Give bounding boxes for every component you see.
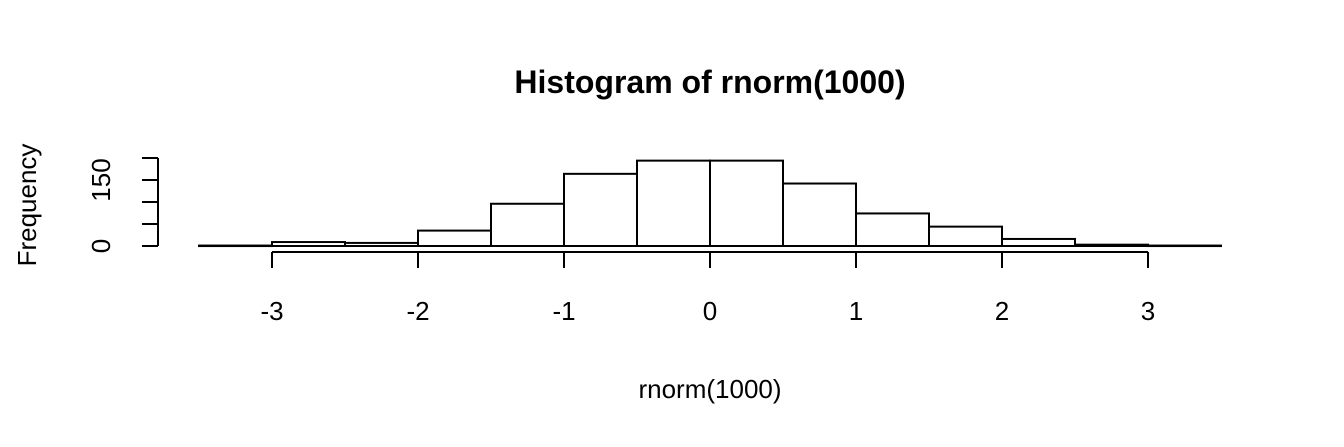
histogram-bar [1074,243,1149,247]
x-tick-label: 1 [849,296,863,326]
y-axis: 0 150 [86,157,159,253]
x-axis-label: rnorm(1000) [638,374,781,404]
histogram-bar [1001,237,1076,248]
histogram-bar [490,202,565,247]
x-tick-label: -1 [552,296,575,326]
histogram-bar [928,225,1003,247]
x-tick-label: 0 [703,296,717,326]
histogram-bar [1147,244,1222,248]
histogram-bar [344,241,419,247]
x-tick-label: -2 [406,296,429,326]
histogram-bar [417,229,492,248]
x-tick-label: -3 [260,296,283,326]
histogram-bars [198,159,1222,248]
histogram-bar [782,182,857,248]
x-tick-label: 3 [1141,296,1155,326]
chart-title: Histogram of rnorm(1000) [514,64,905,100]
histogram-bar [855,212,930,248]
histogram-bar [563,172,638,247]
y-tick-label: 150 [86,158,116,201]
histogram-bar [271,241,346,247]
histogram-bar [709,159,784,247]
histogram-bar [636,159,711,247]
y-tick-label: 0 [86,239,116,253]
histogram-bar [198,244,273,248]
x-tick-label: 2 [995,296,1009,326]
x-axis: -3 -2 -1 0 1 2 3 [260,251,1155,326]
y-axis-label: Frequency [12,144,42,267]
